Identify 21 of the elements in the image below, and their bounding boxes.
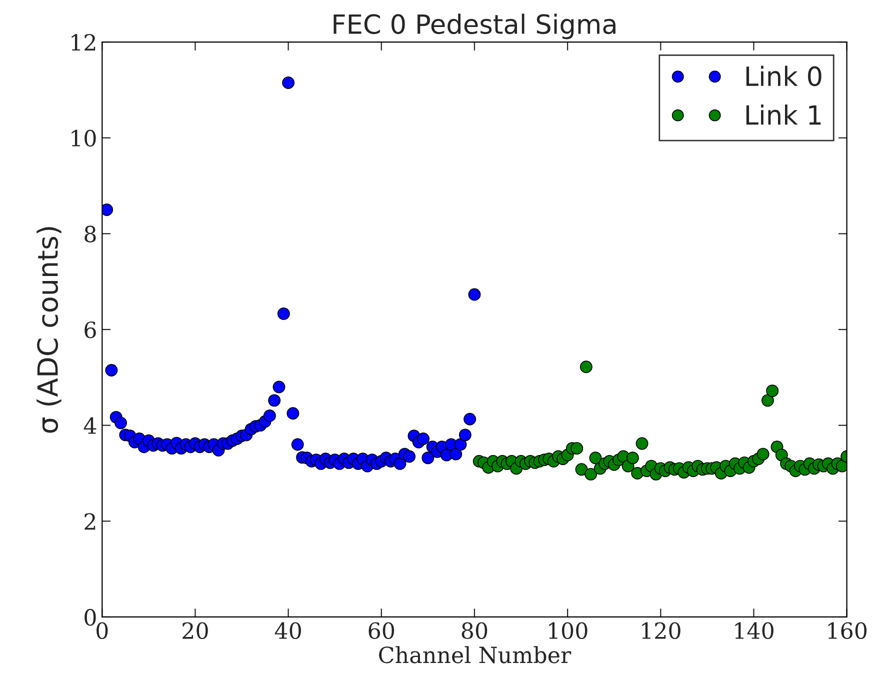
x-tick-label: 20 <box>182 622 208 640</box>
y-tick-label: 4 <box>84 417 96 434</box>
legend-label: Link 0 <box>746 66 822 86</box>
x-tick-label: 0 <box>96 622 108 640</box>
y-tick-label: 12 <box>72 34 96 50</box>
x-tick-label: 40 <box>274 622 301 640</box>
y-tick-label: 0 <box>84 608 96 626</box>
y-tick-label: 6 <box>84 321 96 338</box>
x-tick-label: 60 <box>368 622 394 640</box>
y-tick-label: 8 <box>84 226 96 242</box>
x-tick-label: 120 <box>642 622 680 640</box>
y-tick-label: 2 <box>84 513 96 530</box>
x-tick-label: 80 <box>462 622 488 640</box>
y-axis-title: σ (ADC counts) <box>36 227 62 433</box>
x-axis-title: Channel Number <box>379 646 572 664</box>
legend-label: Link 1 <box>746 104 821 125</box>
chart-title: FEC 0 Pedestal Sigma <box>334 14 616 40</box>
x-tick-label: 100 <box>549 622 588 640</box>
x-tick-label: 140 <box>735 622 774 640</box>
x-tick-label: 160 <box>828 622 867 640</box>
y-tick-label: 10 <box>72 130 96 147</box>
